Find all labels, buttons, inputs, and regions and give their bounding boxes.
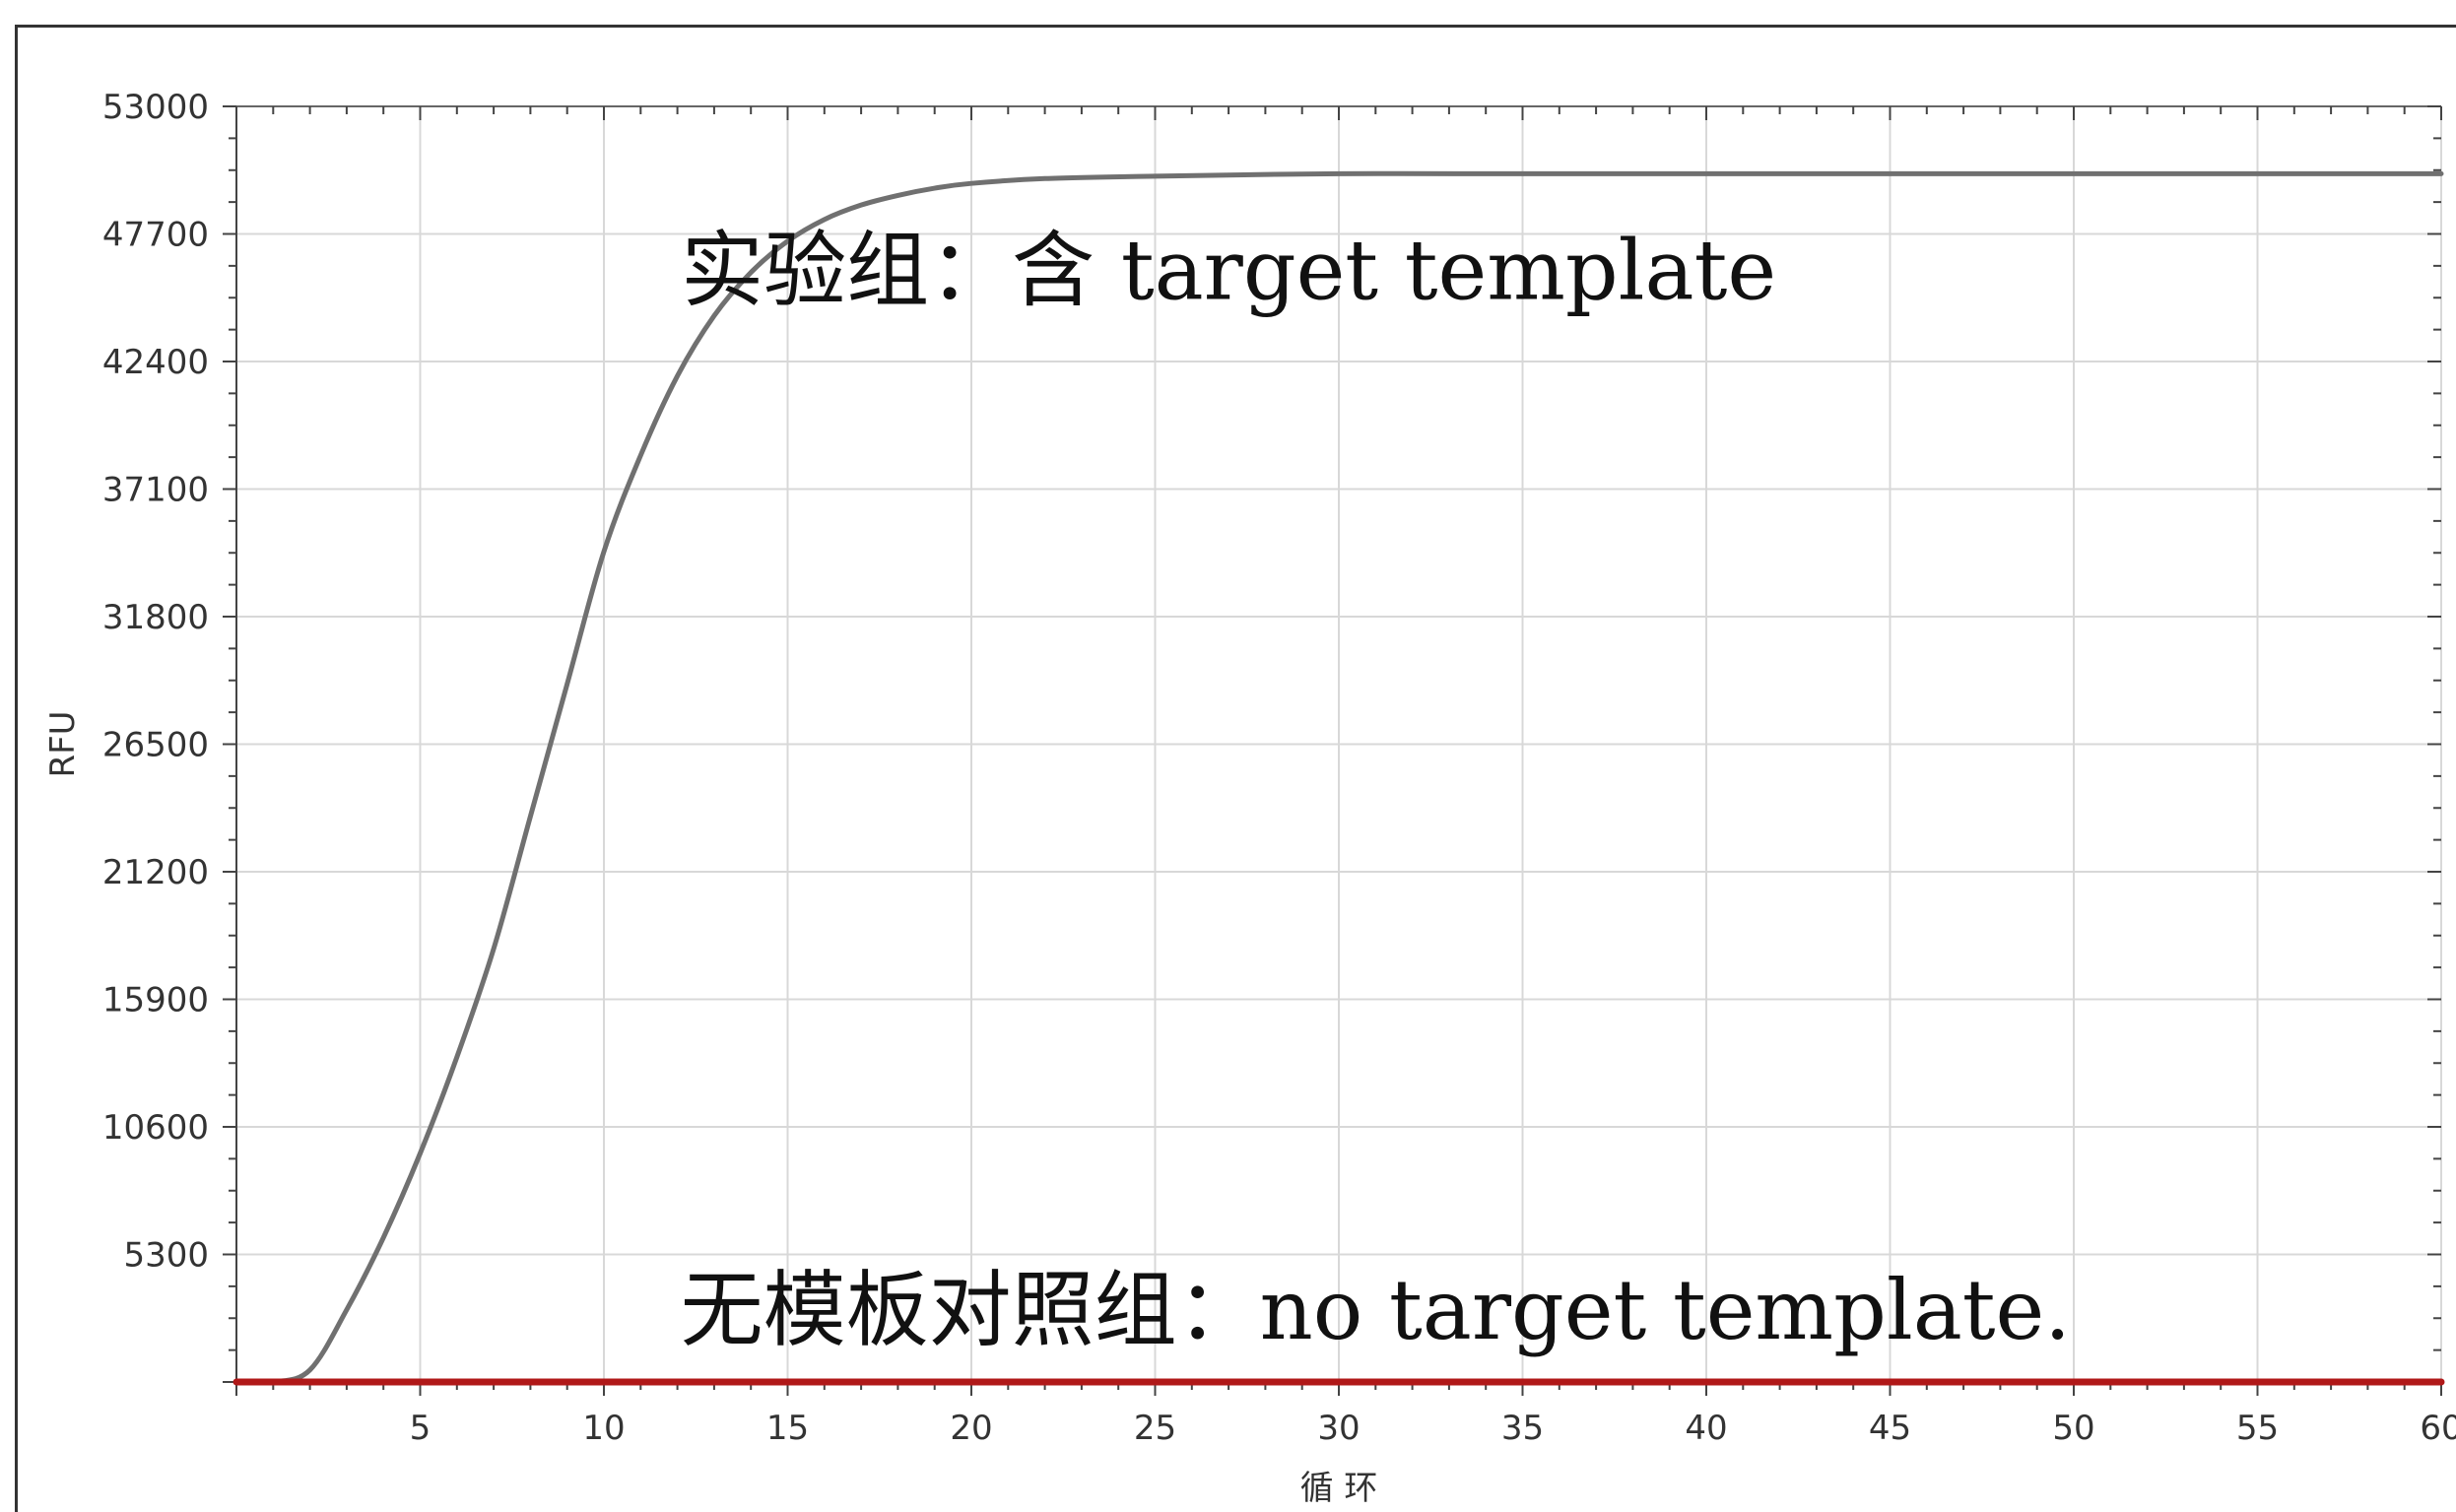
x-tick-label: 40 — [1685, 1409, 1727, 1448]
x-tick-label: 45 — [1869, 1409, 1911, 1448]
chart-frame — [15, 25, 2456, 1512]
y-axis-title: RFU — [43, 710, 83, 777]
x-tick-label: 50 — [2052, 1409, 2094, 1448]
x-tick-label: 60 — [2420, 1409, 2456, 1448]
tick-labels: 5 10 15 20 25 30 35 40 45 50 55 60 5300 10600 15900 212… — [102, 88, 2456, 1448]
x-tick-label: 15 — [766, 1409, 809, 1448]
y-tick-label: 15900 — [102, 981, 209, 1020]
y-tick-label: 53000 — [102, 88, 209, 127]
series-lines — [232, 170, 2445, 1386]
x-tick-label: 30 — [1317, 1409, 1360, 1448]
y-tick-label: 21200 — [102, 853, 209, 892]
y-tick-label: 42400 — [102, 343, 209, 382]
x-tick-label: 25 — [1134, 1409, 1176, 1448]
x-tick-label: 55 — [2236, 1409, 2279, 1448]
y-tick-label: 5300 — [123, 1236, 209, 1276]
y-tick-label: 47700 — [102, 216, 209, 255]
y-tick-label: 26500 — [102, 726, 209, 765]
x-tick-label: 5 — [410, 1409, 431, 1448]
x-tick-label: 35 — [1501, 1409, 1544, 1448]
no-template-control-annotation: 无模板对照组：no target template. — [681, 1262, 2071, 1358]
y-tick-label: 37100 — [102, 471, 209, 510]
experimental-group-annotation: 实验组：含 target template — [681, 222, 1776, 318]
x-axis-title: 循 环 — [1300, 1469, 1378, 1508]
y-tick-label: 10600 — [102, 1108, 209, 1148]
y-tick-label: 31800 — [102, 598, 209, 637]
grid-lines — [236, 105, 2442, 1382]
x-tick-label: 20 — [950, 1409, 992, 1448]
x-tick-label: 10 — [582, 1409, 625, 1448]
series-line-experimental — [233, 170, 2444, 1386]
